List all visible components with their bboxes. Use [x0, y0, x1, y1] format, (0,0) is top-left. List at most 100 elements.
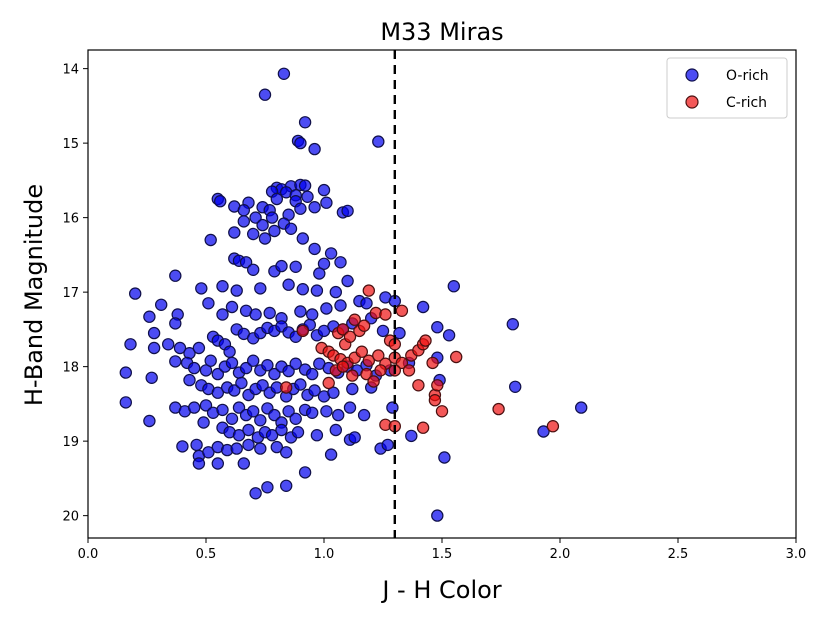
data-point-o-rich	[509, 380, 522, 393]
legend-marker-c-rich	[685, 95, 699, 109]
data-point-o-rich	[232, 429, 246, 442]
data-point-o-rich	[431, 321, 444, 334]
data-point-c-rich	[431, 379, 444, 392]
data-point-o-rich	[327, 386, 340, 399]
data-point-o-rich	[237, 457, 250, 470]
data-point-o-rich	[298, 466, 312, 479]
data-point-c-rich	[360, 367, 373, 381]
series-o-rich	[119, 67, 588, 522]
data-point-o-rich	[308, 200, 321, 214]
data-point-c-rich	[395, 356, 409, 370]
data-point-c-rich	[280, 381, 293, 394]
data-point-c-rich	[546, 420, 560, 433]
data-point-o-rich	[277, 67, 291, 81]
data-point-o-rich	[329, 423, 342, 437]
data-point-o-rich	[242, 423, 255, 437]
data-point-o-rich	[161, 338, 175, 351]
data-point-o-rich	[211, 386, 224, 399]
data-point-o-rich	[263, 306, 276, 320]
data-point-c-rich	[322, 376, 335, 390]
data-point-o-rich	[256, 379, 269, 392]
data-point-o-rich	[308, 242, 321, 256]
data-point-o-rich	[242, 438, 255, 452]
y-tick-label: 17	[62, 286, 79, 301]
data-point-o-rich	[298, 179, 312, 192]
data-point-c-rich	[348, 313, 361, 326]
data-point-o-rich	[256, 218, 269, 232]
data-point-o-rich	[199, 364, 213, 377]
chart-title: M33 Miras	[380, 18, 503, 46]
data-point-o-rich	[317, 257, 331, 270]
data-point-c-rich	[379, 308, 392, 321]
data-point-o-rich	[268, 408, 281, 422]
data-point-o-rich	[575, 401, 588, 414]
data-point-o-rich	[341, 204, 354, 218]
x-tick-label: 2.5	[668, 547, 689, 562]
data-point-o-rich	[537, 425, 550, 438]
data-point-c-rich	[435, 405, 449, 418]
data-point-o-rich	[237, 215, 250, 228]
data-point-o-rich	[154, 298, 168, 311]
data-point-o-rich	[376, 324, 390, 338]
data-point-o-rich	[270, 192, 283, 206]
data-point-c-rich	[372, 349, 385, 362]
data-point-o-rich	[239, 361, 253, 375]
data-point-o-rich	[124, 338, 137, 351]
data-point-o-rich	[282, 364, 295, 378]
data-point-o-rich	[169, 317, 182, 330]
data-point-o-rich	[232, 401, 246, 414]
data-point-o-rich	[173, 341, 187, 355]
data-point-o-rich	[294, 202, 307, 215]
data-point-o-rich	[442, 329, 456, 342]
data-point-o-rich	[275, 259, 288, 273]
data-point-o-rich	[187, 401, 201, 414]
data-point-o-rich	[416, 300, 430, 314]
data-point-o-rich	[261, 481, 274, 494]
data-point-o-rich	[291, 426, 305, 439]
x-axis-title: J - H Color	[380, 576, 501, 604]
data-point-o-rich	[301, 190, 314, 203]
data-point-o-rich	[324, 448, 338, 461]
data-point-o-rich	[230, 442, 243, 455]
data-point-o-rich	[270, 440, 283, 454]
data-point-o-rich	[228, 226, 241, 239]
data-point-c-rich	[395, 304, 409, 317]
data-point-o-rich	[176, 440, 189, 453]
data-point-o-rich	[386, 401, 399, 414]
data-point-o-rich	[202, 446, 215, 459]
data-point-o-rich	[246, 354, 260, 367]
data-point-o-rich	[268, 367, 281, 381]
data-point-o-rich	[310, 284, 324, 297]
data-point-o-rich	[169, 355, 182, 368]
data-point-o-rich	[204, 354, 217, 367]
data-point-o-rich	[306, 367, 319, 381]
data-point-o-rich	[332, 408, 345, 422]
y-tick-label: 15	[62, 137, 79, 152]
data-point-o-rich	[216, 403, 229, 417]
data-point-o-rich	[119, 366, 133, 379]
data-point-o-rich	[346, 382, 359, 396]
data-point-o-rich	[280, 446, 293, 459]
data-point-o-rich	[438, 451, 451, 464]
data-point-o-rich	[313, 267, 326, 280]
data-point-c-rich	[362, 354, 375, 367]
x-tick-label: 2.0	[550, 547, 571, 562]
legend-marker-o-rich	[685, 68, 699, 82]
data-point-o-rich	[324, 247, 338, 260]
data-point-o-rich	[306, 406, 319, 419]
data-point-c-rich	[336, 323, 350, 336]
data-point-o-rich	[225, 412, 239, 425]
data-point-o-rich	[261, 359, 274, 372]
data-point-o-rich	[296, 232, 309, 245]
data-point-o-rich	[280, 479, 293, 492]
x-tick-label: 3.0	[786, 547, 807, 562]
axes-layer: 0.0 0.5 1.0 1.5 2.0 2.5 3.0 14 15 16 17 18 19 20	[62, 49, 807, 562]
data-point-o-rich	[308, 142, 321, 156]
data-point-o-rich	[265, 211, 279, 224]
data-point-o-rich	[183, 373, 196, 387]
data-point-o-rich	[357, 408, 371, 422]
data-point-o-rich	[320, 196, 333, 209]
data-point-o-rich	[258, 88, 272, 101]
y-tick-label: 16	[62, 212, 79, 227]
data-point-c-rich	[426, 356, 439, 370]
